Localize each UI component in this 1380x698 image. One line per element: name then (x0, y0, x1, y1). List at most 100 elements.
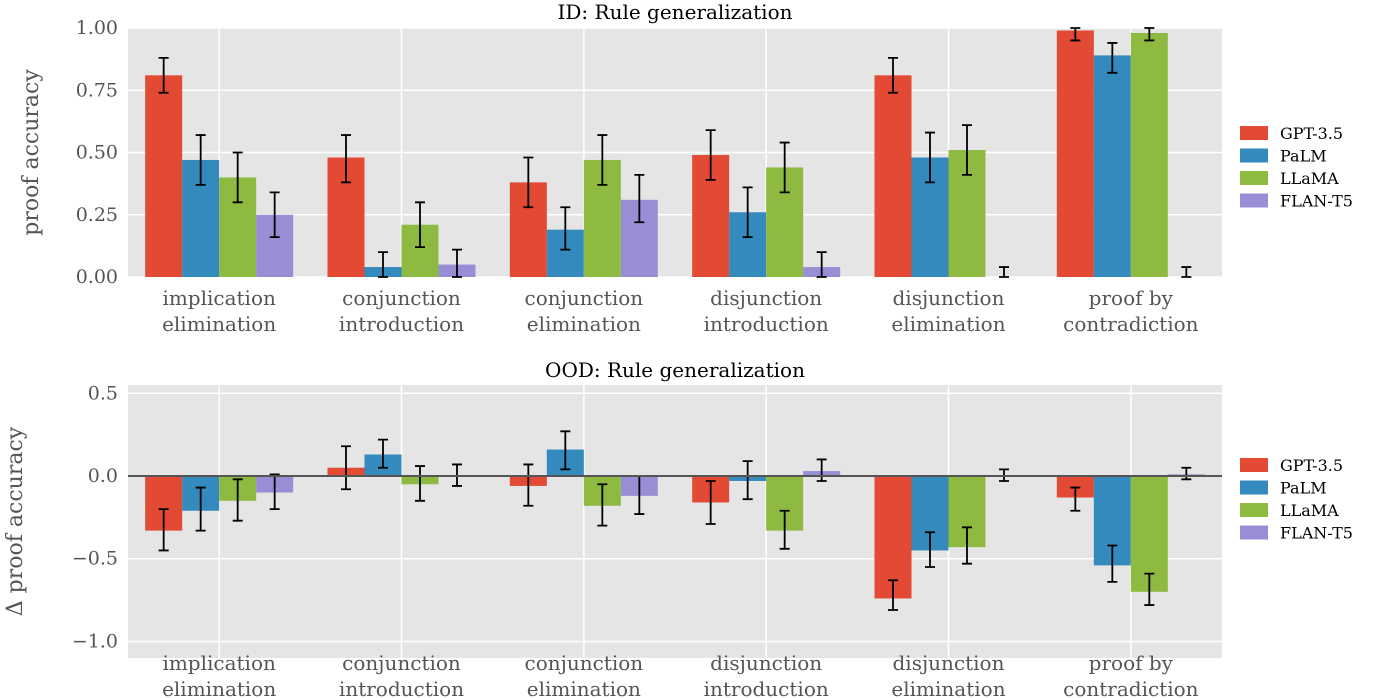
y-tick-label: 0.50 (76, 142, 118, 164)
panel-1: 0.000.250.500.751.00implicationeliminati… (19, 0, 1353, 336)
legend-swatch (1240, 503, 1268, 517)
legend-swatch (1240, 458, 1268, 472)
error-bar (1107, 544, 1118, 583)
error-bar (195, 134, 206, 186)
error-bar (158, 56, 169, 94)
error-bar (232, 478, 243, 522)
error-bar (705, 129, 716, 181)
error-bar (269, 191, 280, 239)
bar-gpt-3.5 (874, 75, 912, 277)
legend-label: GPT-3.5 (1280, 456, 1343, 475)
y-tick-label: 0.0 (88, 465, 118, 487)
legend: GPT-3.5 PaLM LLaMA FLAN-T5 (1240, 124, 1353, 211)
error-bar (816, 458, 827, 482)
error-bar (1181, 466, 1192, 481)
bar-llama (1130, 32, 1168, 278)
error-bar (925, 131, 935, 184)
error-bar (195, 486, 206, 532)
error-bar (1070, 27, 1081, 42)
legend: GPT-3.5 PaLM LLaMA FLAN-T5 (1240, 456, 1353, 543)
error-bar (560, 430, 571, 471)
error-bar (1107, 42, 1118, 74)
legend-label: PaLM (1280, 147, 1327, 166)
bar-llama (1130, 476, 1168, 592)
panel-2: −1.0−0.50.00.5implicationeliminationconj… (3, 358, 1353, 698)
legend-label: PaLM (1280, 479, 1327, 498)
error-bar (742, 186, 753, 239)
x-tick-label: contradiction (1063, 677, 1199, 698)
x-tick-label: conjunction (342, 651, 461, 675)
error-bar (452, 248, 462, 278)
legend-swatch (1240, 193, 1268, 208)
x-tick-label: elimination (527, 312, 641, 336)
error-bar (523, 156, 534, 209)
y-tick-label: −0.5 (72, 548, 118, 570)
x-tick-label: disjunction (710, 651, 822, 675)
y-axis-label: Δ proof accuracy (3, 426, 28, 616)
x-tick-label: elimination (162, 312, 276, 336)
error-bar (269, 473, 280, 510)
error-bar (888, 579, 898, 611)
error-bar (705, 480, 716, 525)
error-bar (1144, 572, 1155, 606)
y-axis-label: proof accuracy (19, 69, 44, 236)
plot-area (128, 385, 1222, 658)
x-tick-label: proof by (1089, 651, 1174, 675)
chart-title: ID: Rule generalization (557, 0, 792, 24)
error-bar (415, 201, 425, 249)
legend-swatch (1240, 171, 1268, 185)
bar-gpt-3.5 (145, 75, 183, 277)
error-bar (779, 509, 790, 550)
error-bar (597, 134, 608, 186)
x-tick-label: introduction (339, 312, 464, 336)
x-tick-label: introduction (339, 677, 464, 698)
error-bar (341, 445, 351, 491)
x-tick-label: disjunction (893, 286, 1005, 310)
x-tick-label: elimination (891, 677, 1005, 698)
legend-swatch (1240, 126, 1268, 140)
x-tick-label: disjunction (893, 651, 1005, 675)
x-tick-label: elimination (162, 677, 276, 698)
bar-gpt-3.5 (1056, 30, 1094, 277)
error-bar (415, 465, 425, 502)
legend-label: GPT-3.5 (1280, 124, 1343, 143)
error-bar (597, 483, 608, 527)
y-tick-label: 0.00 (76, 266, 118, 288)
legend-swatch (1240, 148, 1268, 163)
error-bar (523, 463, 534, 507)
x-tick-label: introduction (704, 677, 829, 698)
legend-swatch (1240, 525, 1268, 540)
error-bar (1144, 27, 1155, 42)
x-tick-label: introduction (704, 312, 829, 336)
legend-swatch (1240, 480, 1268, 495)
error-bar (378, 438, 388, 469)
error-bar (341, 134, 351, 184)
bar-palm (1093, 55, 1131, 277)
error-bar (816, 251, 827, 278)
error-bar (232, 151, 243, 204)
legend-label: FLAN-T5 (1280, 524, 1353, 543)
x-tick-label: elimination (891, 312, 1005, 336)
error-bar (888, 56, 898, 94)
chart-title: OOD: Rule generalization (545, 358, 805, 382)
y-tick-label: 1.00 (76, 17, 118, 39)
x-tick-label: proof by (1089, 286, 1174, 310)
error-bar (560, 206, 571, 251)
x-tick-label: conjunction (342, 286, 461, 310)
error-bar (1181, 266, 1192, 278)
x-tick-label: disjunction (710, 286, 822, 310)
y-tick-label: −1.0 (72, 630, 118, 652)
error-bar (1070, 486, 1081, 512)
error-bar (999, 266, 1009, 278)
y-tick-label: 0.25 (76, 204, 118, 226)
error-bar (158, 508, 169, 552)
error-bar (962, 124, 972, 176)
x-tick-label: implication (162, 286, 276, 310)
legend-label: FLAN-T5 (1280, 192, 1353, 211)
error-bar (634, 174, 645, 224)
error-bar (742, 460, 753, 501)
bar-gpt-3.5 (874, 476, 912, 599)
x-tick-label: contradiction (1063, 312, 1199, 336)
y-tick-label: 0.5 (88, 382, 118, 404)
error-bar (962, 526, 972, 565)
